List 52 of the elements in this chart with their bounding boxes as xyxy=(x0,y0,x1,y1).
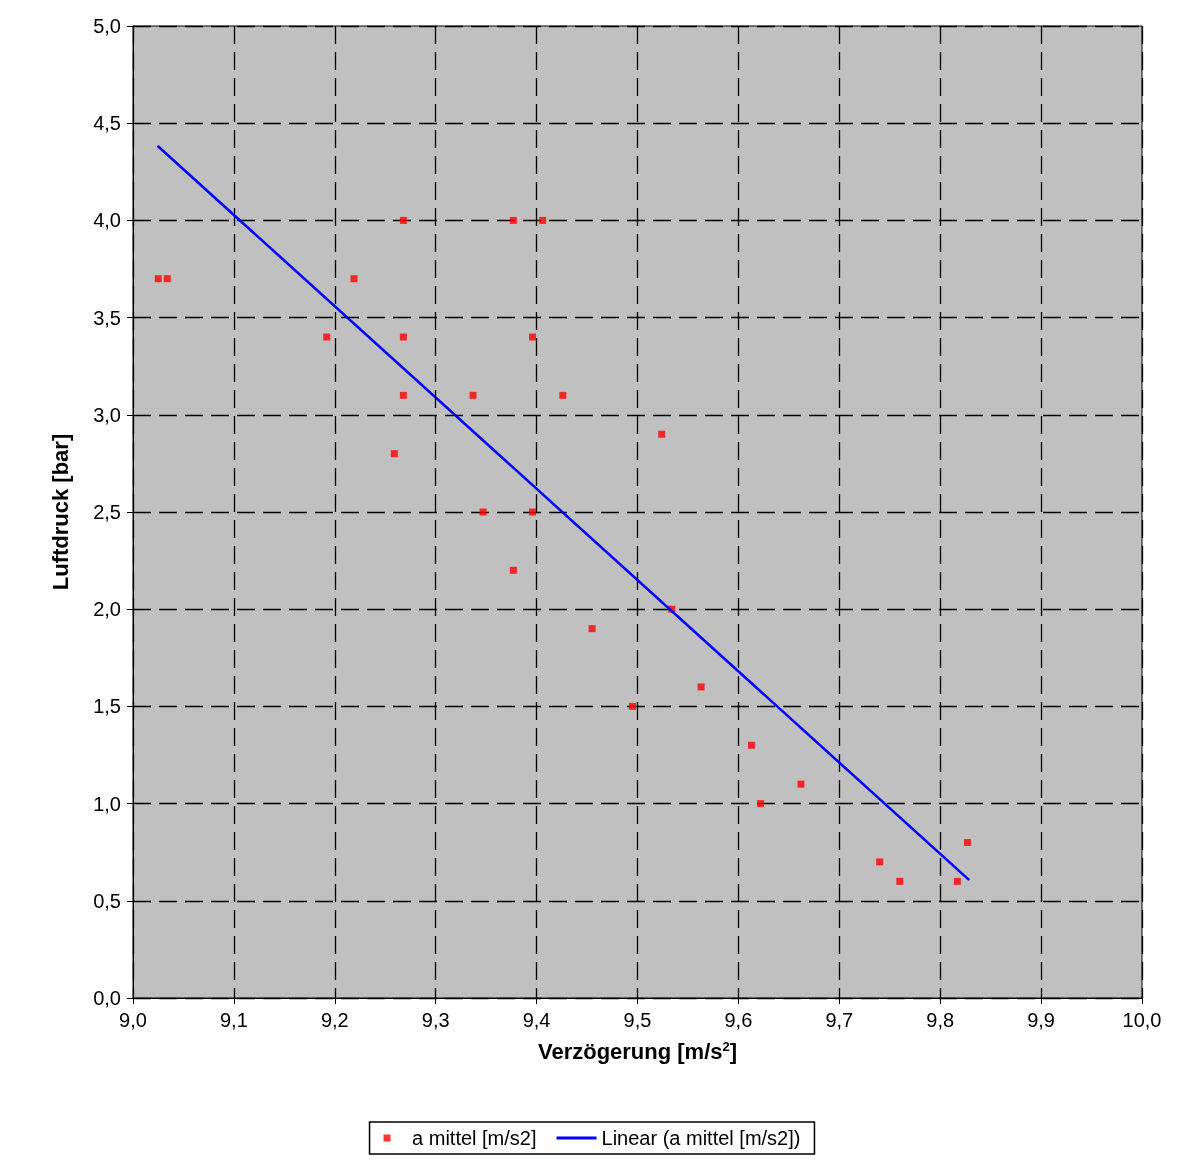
point xyxy=(697,683,705,691)
point xyxy=(529,333,537,341)
x-tick-label: 9,9 xyxy=(1027,1009,1056,1031)
point xyxy=(559,391,567,399)
point xyxy=(748,741,756,749)
legend-label: a mittel [m/s2] xyxy=(412,1127,537,1149)
y-tick-label: 3,0 xyxy=(93,403,121,426)
point xyxy=(953,877,961,885)
y-tick-label: 1,0 xyxy=(93,792,121,815)
point xyxy=(323,333,331,341)
point xyxy=(963,838,971,846)
point xyxy=(390,450,398,458)
x-tick-label: 9,2 xyxy=(320,1009,349,1031)
point xyxy=(539,216,547,224)
x-tick-label: 9,6 xyxy=(724,1009,753,1031)
point xyxy=(399,391,407,399)
x-tick-label: 9,8 xyxy=(926,1009,955,1031)
point xyxy=(529,508,537,516)
y-tick-label: 3,5 xyxy=(93,306,121,329)
x-tick-label: 9,1 xyxy=(219,1009,248,1031)
point xyxy=(399,333,407,341)
point xyxy=(479,508,487,516)
x-tick-label: 9,0 xyxy=(119,1009,147,1031)
point xyxy=(876,858,884,866)
point xyxy=(588,625,596,633)
y-axis-title: Luftdruck [bar] xyxy=(47,433,73,591)
point xyxy=(509,216,517,224)
point xyxy=(163,275,171,283)
point xyxy=(399,216,407,224)
y-tick-label: 0,0 xyxy=(93,987,121,1009)
y-tick-label: 4,0 xyxy=(93,209,121,232)
x-tick-label: 9,4 xyxy=(522,1009,551,1031)
y-tick-label: 2,0 xyxy=(93,598,121,621)
y-tick-label: 0,5 xyxy=(93,889,121,912)
x-tick-label: 9,3 xyxy=(421,1009,450,1031)
point xyxy=(757,800,765,808)
y-tick-label: 2,5 xyxy=(93,501,121,523)
point xyxy=(154,275,162,283)
x-tick-label: 9,5 xyxy=(623,1009,652,1031)
point xyxy=(350,275,358,283)
x-tick-label: 9,7 xyxy=(825,1009,854,1031)
y-tick-label: 4,5 xyxy=(93,112,121,135)
point xyxy=(469,391,477,399)
point xyxy=(797,780,805,788)
point xyxy=(658,430,666,438)
x-tick-label: 10,0 xyxy=(1122,1009,1162,1031)
point xyxy=(896,877,904,885)
point xyxy=(628,702,636,710)
y-tick-label: 1,5 xyxy=(93,695,121,718)
y-tick-label: 5,0 xyxy=(93,15,121,37)
point xyxy=(509,566,517,574)
legend-label: Linear (a mittel [m/s2]) xyxy=(601,1127,801,1149)
